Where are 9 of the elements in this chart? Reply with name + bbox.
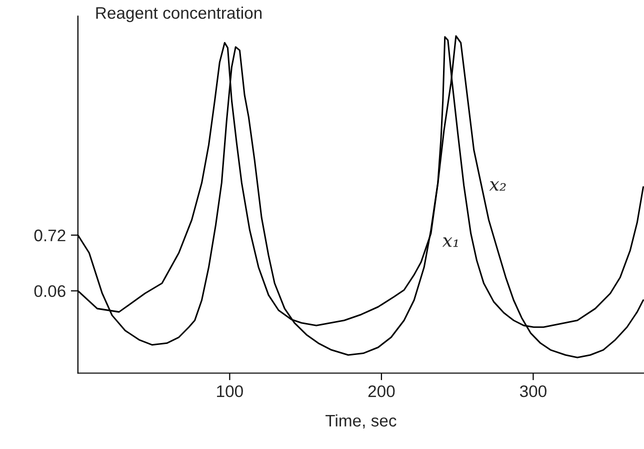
x-tick-label: 300 xyxy=(520,385,546,398)
y-tick-label: 0.06 xyxy=(34,285,66,298)
x-tick-label: 200 xyxy=(368,385,395,398)
series-label: x₂ xyxy=(489,181,506,191)
x-axis-title: Time, sec xyxy=(326,414,396,429)
series-label: x₁ xyxy=(442,237,458,247)
y-axis-title: Reagent concentration xyxy=(96,6,262,22)
x-tick-label: 100 xyxy=(217,385,243,398)
y-tick-label: 0.72 xyxy=(34,230,66,242)
